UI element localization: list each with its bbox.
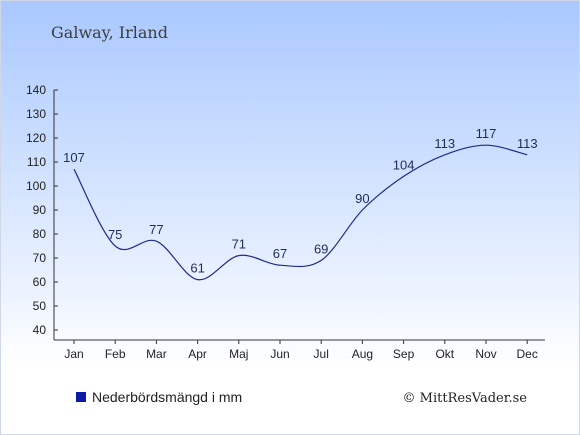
y-tick-label: 140 bbox=[26, 83, 46, 97]
y-tick-label: 100 bbox=[26, 179, 46, 193]
legend-label: Nederbördsmängd i mm bbox=[92, 389, 242, 405]
data-label: 113 bbox=[434, 136, 455, 151]
data-label: 75 bbox=[108, 227, 122, 242]
y-tick-label: 90 bbox=[33, 203, 47, 217]
data-label: 104 bbox=[393, 157, 415, 172]
x-tick-label: Jan bbox=[64, 347, 83, 361]
data-label: 90 bbox=[355, 191, 369, 206]
x-tick-label: Mar bbox=[146, 347, 167, 361]
data-label: 117 bbox=[476, 126, 497, 141]
x-tick-label: Aug bbox=[352, 347, 373, 361]
x-tick-label: Sep bbox=[393, 347, 415, 361]
credit-text: © MittResVader.se bbox=[403, 391, 528, 406]
x-tick-label: Nov bbox=[475, 347, 496, 361]
x-tick-label: Maj bbox=[229, 347, 248, 361]
series-line bbox=[73, 144, 528, 281]
data-label: 71 bbox=[232, 237, 246, 252]
data-label: 113 bbox=[517, 136, 538, 151]
y-tick-label: 80 bbox=[33, 227, 47, 241]
y-tick-label: 60 bbox=[33, 275, 47, 289]
data-label: 77 bbox=[149, 222, 163, 237]
y-tick-label: 50 bbox=[33, 299, 47, 313]
y-tick-label: 120 bbox=[26, 131, 46, 145]
x-tick-label: Feb bbox=[105, 347, 126, 361]
data-label: 61 bbox=[190, 261, 204, 276]
x-tick-label: Dec bbox=[517, 347, 538, 361]
x-tick-label: Jul bbox=[314, 347, 329, 361]
data-label: 67 bbox=[273, 246, 287, 261]
x-tick-label: Apr bbox=[188, 347, 207, 361]
y-tick-label: 110 bbox=[27, 155, 46, 169]
x-tick-label: Okt bbox=[435, 347, 454, 361]
y-tick-label: 40 bbox=[33, 323, 47, 337]
y-tick-label: 130 bbox=[26, 107, 46, 121]
data-label: 107 bbox=[63, 150, 85, 165]
y-axis: 40 50 60 70 80 90 100 110 120 130 140 bbox=[26, 83, 58, 340]
x-axis: Jan Feb Mar Apr Maj Jun Jul Aug Sep Okt Nov Dec bbox=[54, 339, 545, 361]
legend-marker bbox=[76, 392, 86, 402]
data-labels: 107 75 77 61 71 67 69 90 104 113 117 113 bbox=[63, 126, 537, 275]
data-label: 69 bbox=[314, 241, 328, 256]
chart-title: Galway, Irland bbox=[51, 23, 168, 42]
x-tick-label: Jun bbox=[270, 347, 289, 361]
y-tick-label: 70 bbox=[33, 251, 47, 265]
